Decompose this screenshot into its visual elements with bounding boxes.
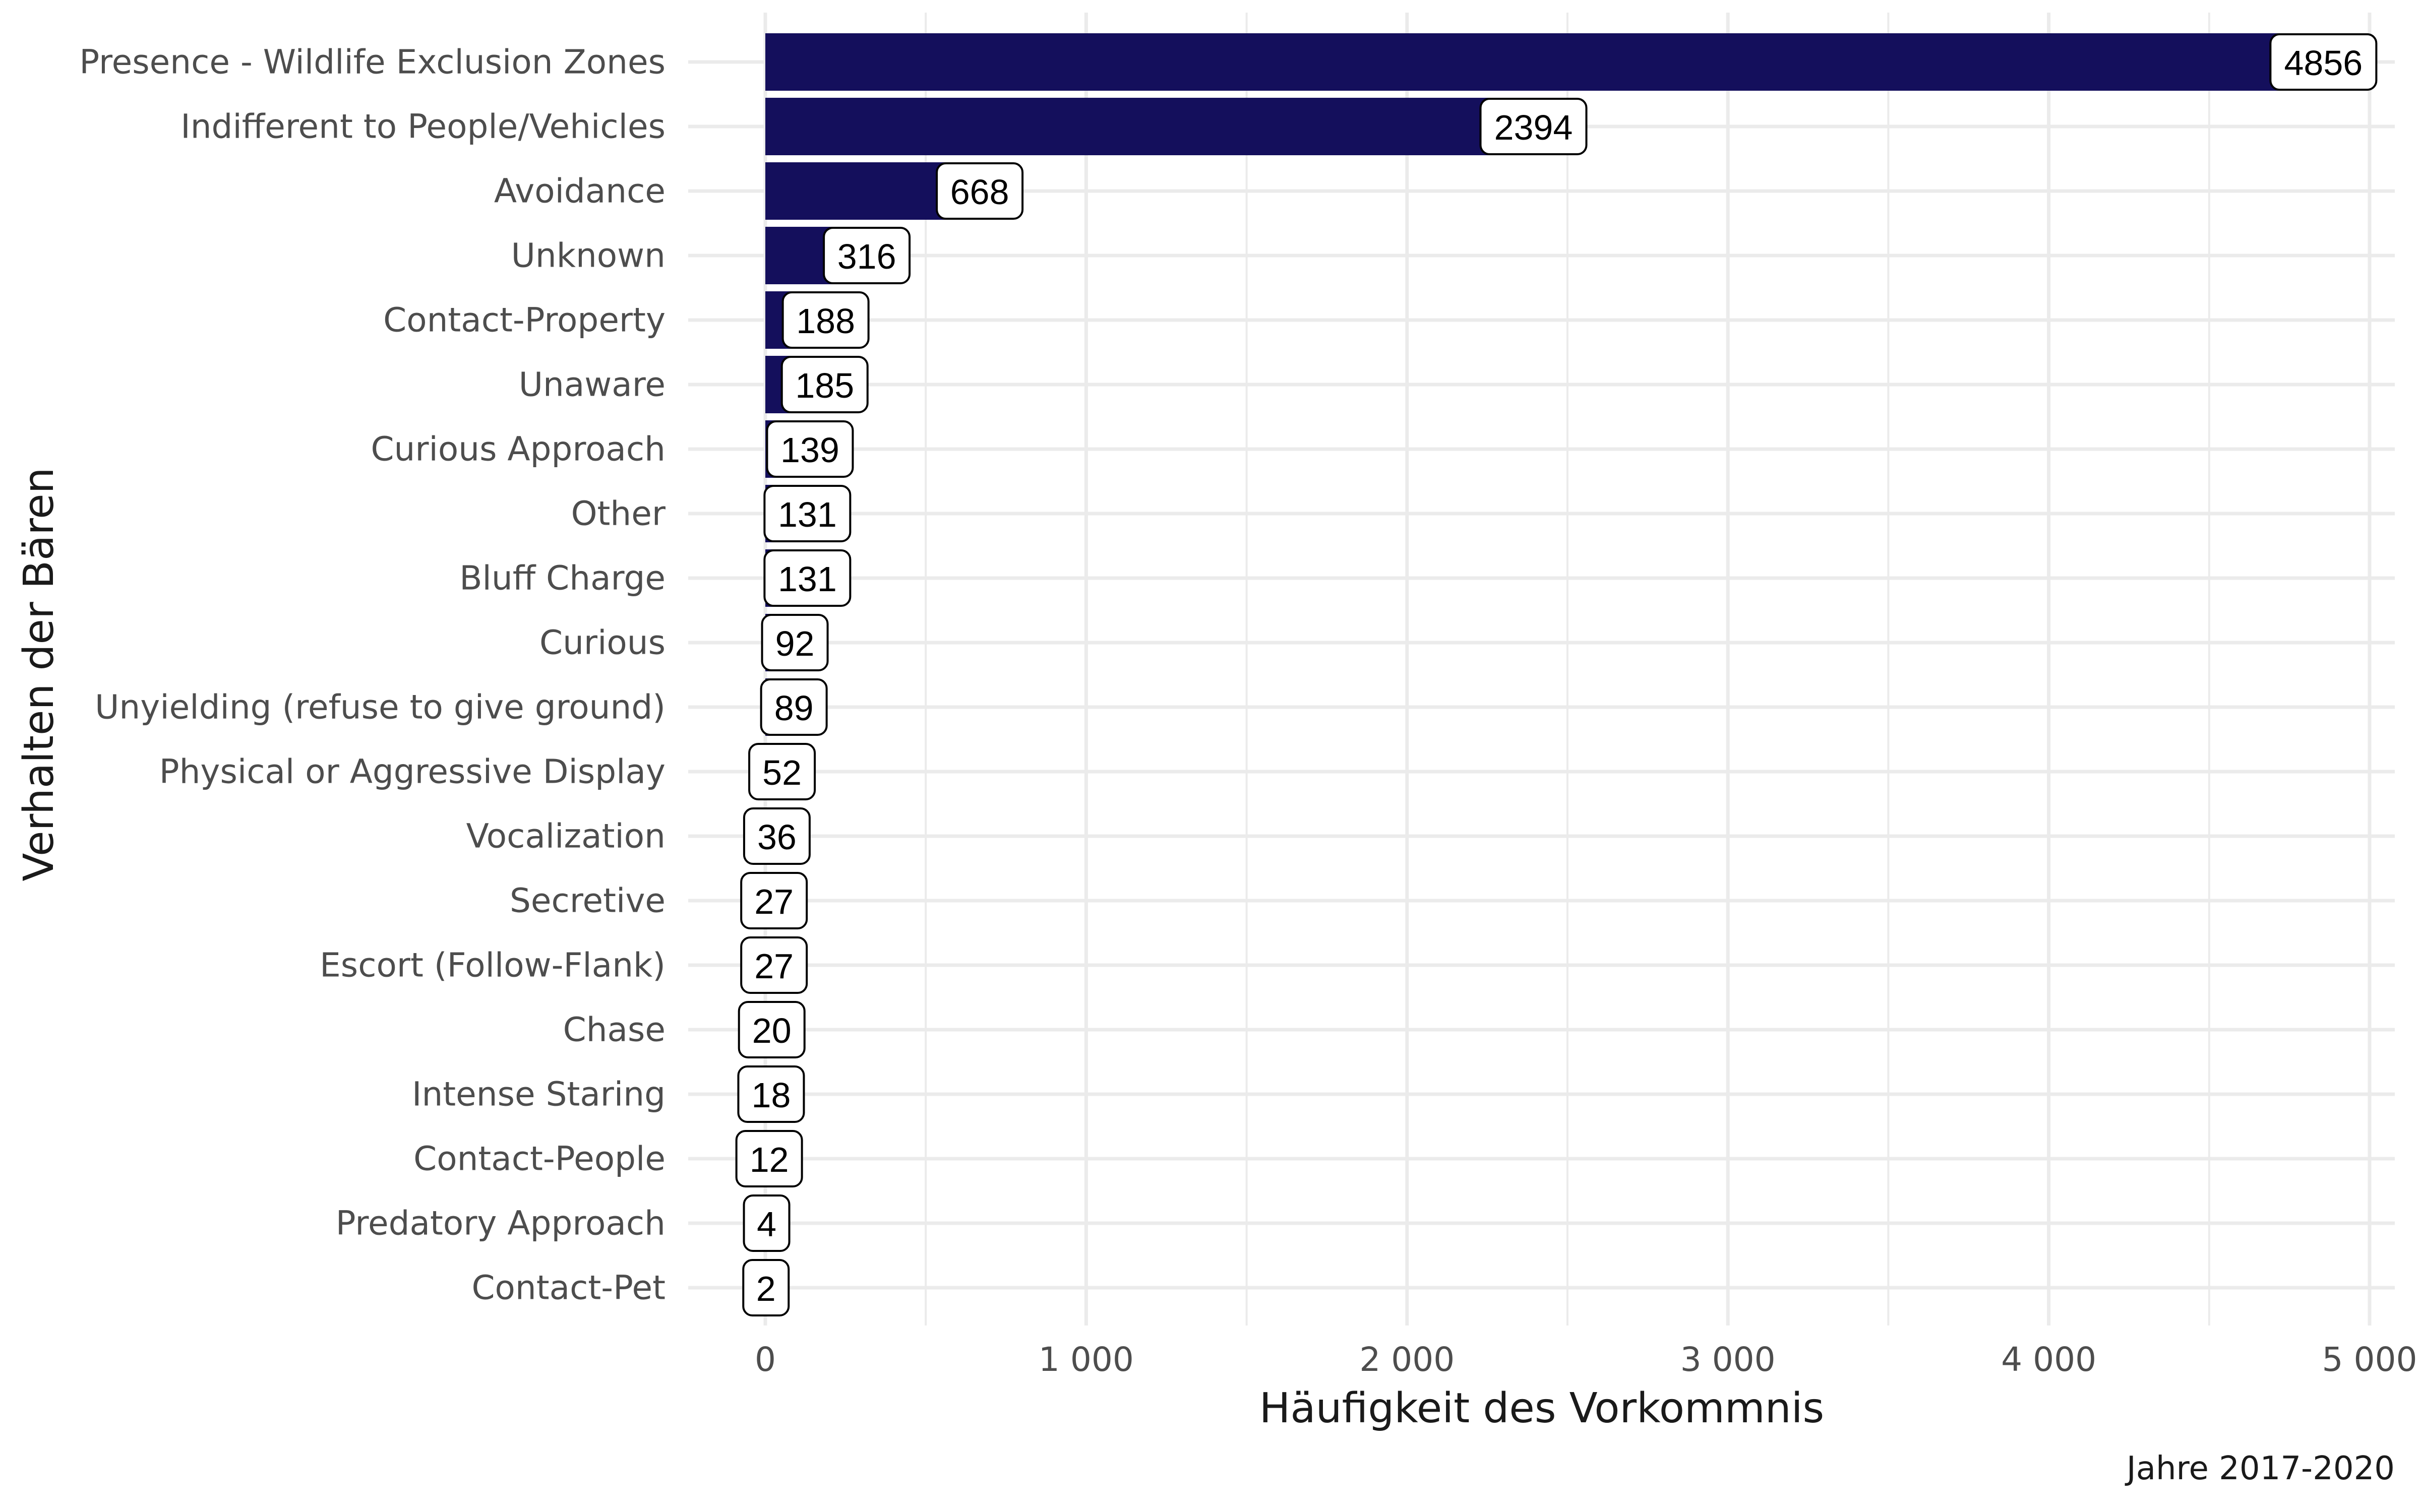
data-label: 27 — [740, 936, 808, 994]
data-label-box — [748, 743, 816, 800]
data-label-text: 52 — [762, 753, 802, 792]
category-label: Escort (Follow-Flank) — [320, 946, 666, 985]
data-label-box — [761, 614, 829, 671]
category-label: Curious Approach — [371, 430, 666, 469]
x-axis-title: Häufigkeit des Vorkommnis — [1259, 1384, 1824, 1432]
data-label-text: 131 — [778, 495, 837, 534]
data-label-box — [936, 162, 1024, 220]
data-label: 131 — [763, 485, 852, 542]
chart-caption: Jahre 2017-2020 — [2125, 1450, 2395, 1487]
data-label-text: 27 — [754, 947, 794, 986]
data-label: 2394 — [1479, 98, 1588, 155]
x-tick-label: 2 000 — [1359, 1340, 1455, 1379]
category-label: Secretive — [510, 881, 666, 920]
data-label-text: 36 — [757, 817, 797, 857]
category-label: Unknown — [511, 236, 666, 275]
data-label-text: 4856 — [2284, 43, 2363, 83]
data-label-text: 131 — [778, 559, 837, 599]
category-label: Other — [571, 494, 666, 533]
data-label-text: 4 — [757, 1205, 776, 1244]
data-label: 12 — [735, 1130, 803, 1187]
data-label-text: 668 — [950, 172, 1009, 212]
category-label: Indifferent to People/Vehicles — [180, 107, 666, 146]
data-label: 27 — [740, 872, 808, 929]
bar — [765, 33, 2324, 91]
x-tick-label: 3 000 — [1680, 1340, 1776, 1379]
data-label-box — [735, 1130, 803, 1187]
data-label-box — [742, 1259, 790, 1316]
bars — [765, 33, 2324, 1316]
data-label-box — [740, 936, 808, 994]
x-axis-tick-labels: 0 1 000 2 000 3 000 4 000 5 000 — [755, 1340, 2417, 1379]
data-label-text: 2 — [756, 1269, 776, 1308]
data-label-text: 12 — [750, 1140, 789, 1179]
category-label: Vocalization — [466, 817, 666, 856]
data-label-text: 18 — [752, 1076, 791, 1115]
category-label: Contact-Property — [383, 301, 666, 340]
category-label: Bluff Charge — [459, 559, 666, 598]
data-label-text: 188 — [796, 301, 855, 341]
category-label: Presence - Wildlife Exclusion Zones — [79, 43, 666, 82]
data-label-box — [766, 420, 854, 478]
data-label-text: 20 — [752, 1011, 792, 1050]
category-label: Avoidance — [494, 172, 666, 211]
data-label: 2 — [742, 1259, 790, 1316]
data-labels: 4856 2394 668 316 188 185 139 131 131 92 89 52 36 27 2… — [735, 33, 2378, 1316]
data-label: 89 — [760, 678, 828, 736]
data-label-text: 89 — [774, 688, 814, 728]
y-axis-title: Verhalten der Bären — [15, 467, 63, 881]
data-label: 188 — [781, 291, 870, 349]
data-label: 185 — [780, 356, 869, 413]
data-label-text: 185 — [795, 366, 854, 405]
x-tick-label: 1 000 — [1039, 1340, 1134, 1379]
data-label-text: 2394 — [1494, 108, 1573, 147]
category-label: Predatory Approach — [336, 1204, 666, 1243]
data-label: 316 — [823, 227, 911, 284]
data-label-box — [781, 291, 870, 349]
data-label: 92 — [761, 614, 829, 671]
category-label: Curious — [539, 623, 666, 662]
data-label-box — [760, 678, 828, 736]
data-label-box — [2269, 33, 2378, 91]
data-label: 4 — [743, 1194, 791, 1252]
data-label-text: 27 — [754, 882, 794, 921]
category-label: Contact-People — [413, 1140, 666, 1178]
data-label: 668 — [936, 162, 1024, 220]
data-label-box — [780, 356, 869, 413]
data-label-box — [1479, 98, 1588, 155]
category-label: Unyielding (refuse to give ground) — [95, 688, 666, 727]
data-label-box — [740, 872, 808, 929]
data-label-text: 316 — [837, 237, 896, 276]
category-label: Chase — [563, 1011, 666, 1049]
data-label: 131 — [763, 549, 852, 607]
data-label-text: 139 — [780, 430, 839, 470]
data-label: 52 — [748, 743, 816, 800]
data-label-box — [823, 227, 911, 284]
category-label: Unaware — [519, 365, 666, 404]
y-axis-category-labels: Presence - Wildlife Exclusion Zones Indif… — [79, 43, 666, 1307]
x-tick-label: 4 000 — [2001, 1340, 2096, 1379]
data-label-box — [743, 807, 811, 865]
category-label: Physical or Aggressive Display — [159, 752, 666, 791]
x-tick-label: 0 — [755, 1340, 776, 1379]
data-label-box — [738, 1001, 806, 1058]
x-tick-label: 5 000 — [2322, 1340, 2417, 1379]
data-label: 18 — [737, 1065, 805, 1123]
data-label-box — [763, 549, 852, 607]
data-label-text: 92 — [775, 624, 815, 663]
data-label: 36 — [743, 807, 811, 865]
data-label-box — [763, 485, 852, 542]
category-label: Intense Staring — [412, 1075, 666, 1114]
bar — [765, 98, 1534, 155]
data-label: 4856 — [2269, 33, 2378, 91]
data-label: 139 — [766, 420, 854, 478]
data-label-box — [737, 1065, 805, 1123]
data-label-box — [743, 1194, 791, 1252]
category-label: Contact-Pet — [471, 1269, 666, 1307]
data-label: 20 — [738, 1001, 806, 1058]
